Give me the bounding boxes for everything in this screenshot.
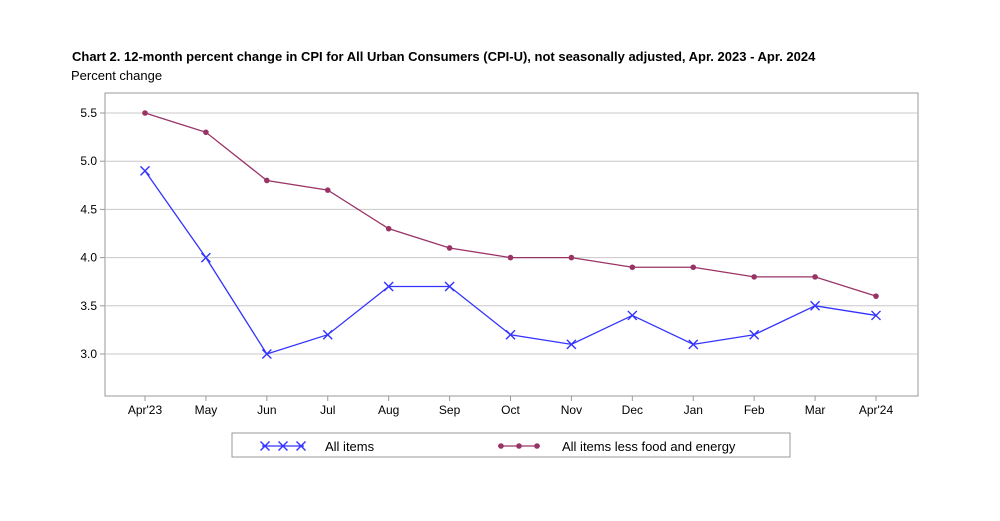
legend-marker-x (278, 441, 288, 451)
legend: All items All items less food and energy (231, 432, 791, 458)
y-tick-label: 4.5 (80, 202, 97, 216)
y-tick-label: 5.0 (80, 154, 97, 168)
x-tick-label: Feb (744, 403, 765, 417)
series-lines (140, 110, 881, 359)
all-items-point (566, 339, 577, 350)
all-items-point (688, 339, 699, 350)
all-items-point (140, 165, 150, 176)
all-items-point (200, 252, 211, 263)
x-tick-label: Mar (805, 403, 826, 417)
x-tick-label: Apr'24 (859, 403, 894, 417)
core-point (446, 245, 453, 251)
legend-marker-x (260, 441, 270, 451)
core-point (629, 264, 636, 271)
legend-label-all-items: All items (325, 439, 375, 454)
core-point (264, 177, 270, 184)
y-tick-label: 3.0 (80, 347, 97, 361)
x-tick-label: Jun (257, 403, 276, 417)
all-items-point (261, 349, 272, 359)
core-point (324, 187, 331, 193)
core-point (507, 254, 514, 261)
legend-marker-dot (498, 443, 504, 449)
x-tick-label: Sep (439, 403, 461, 417)
gridlines (105, 112, 918, 355)
y-tick-label: 5.5 (80, 106, 97, 120)
all-items-point (383, 281, 394, 292)
all-items-point (627, 310, 638, 321)
core-point (751, 274, 757, 280)
x-tick-label: May (195, 403, 218, 417)
plot-area (104, 92, 919, 397)
y-axis-label: Percent change (71, 68, 163, 83)
all-items-point (444, 281, 455, 292)
legend-box (231, 432, 791, 458)
y-axis-ticks: 3.0 3.5 4.0 4.5 5.0 5.5 (80, 106, 105, 361)
legend-entry-core (498, 443, 540, 449)
x-axis-ticks: Apr'23 May Jun Jul Aug Sep Oct Nov Dec Jan Feb Mar A… (128, 396, 894, 417)
legend-marker-dot (534, 443, 540, 449)
x-tick-label: Oct (501, 403, 520, 417)
chart-title: Chart 2. 12-month percent change in CPI … (72, 49, 816, 64)
y-tick-label: 3.5 (80, 299, 97, 313)
x-tick-label: Nov (561, 403, 582, 417)
all-items-point (749, 329, 760, 340)
legend-marker-dot (516, 443, 522, 449)
all-items-point (871, 310, 881, 321)
all-items-point (322, 329, 333, 340)
x-tick-label: Aug (378, 403, 399, 417)
core-point (142, 110, 148, 116)
legend-marker-x (296, 441, 306, 451)
core-point (690, 264, 697, 271)
x-tick-label: Jan (684, 403, 703, 417)
core-point (873, 293, 879, 299)
all-items-point (505, 329, 516, 340)
legend-entry-all-items (260, 441, 306, 451)
x-tick-label: Dec (622, 403, 643, 417)
x-tick-label: Jul (320, 403, 335, 417)
legend-label-core: All items less food and energy (562, 439, 736, 454)
y-tick-label: 4.0 (80, 251, 97, 265)
core-point (568, 254, 575, 261)
x-tick-label: Apr'23 (128, 403, 163, 417)
core-point (812, 274, 818, 280)
all-items-point (810, 300, 821, 311)
core-point (203, 129, 209, 136)
core-point (385, 225, 392, 232)
